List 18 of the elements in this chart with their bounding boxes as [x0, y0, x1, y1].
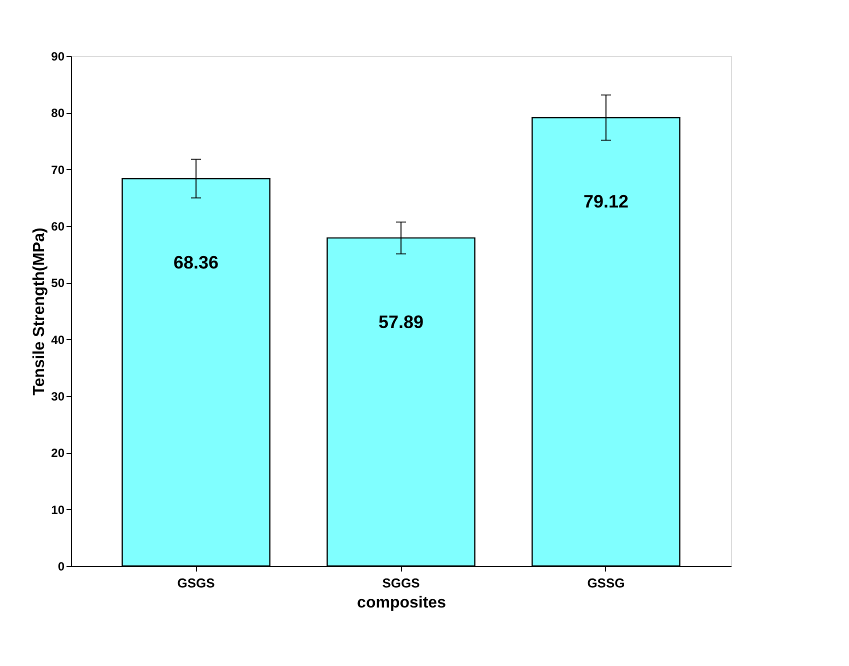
y-tick-label: 80	[51, 106, 65, 120]
y-axis-title: Tensile Strength(MPa)	[31, 228, 48, 396]
x-tick-label: SGGS	[382, 576, 420, 590]
x-axis-title: composites	[357, 594, 446, 612]
y-tick-label: 60	[51, 220, 65, 234]
x-tick-label: GSSG	[587, 576, 625, 590]
data-label: 57.89	[378, 312, 424, 332]
data-label: 68.36	[174, 252, 219, 273]
y-tick-label: 70	[51, 162, 65, 177]
y-tick-label: 10	[51, 502, 65, 517]
data-label: 79.12	[583, 192, 628, 212]
y-tick-label: 30	[51, 390, 65, 404]
y-tick-label: 50	[51, 276, 65, 290]
x-tick-label: GSGS	[177, 576, 216, 590]
y-tick-label: 20	[51, 446, 65, 460]
y-tick-label: 90	[51, 50, 65, 64]
y-tick-label: 40	[51, 332, 65, 347]
y-tick-label: 0	[58, 560, 65, 574]
